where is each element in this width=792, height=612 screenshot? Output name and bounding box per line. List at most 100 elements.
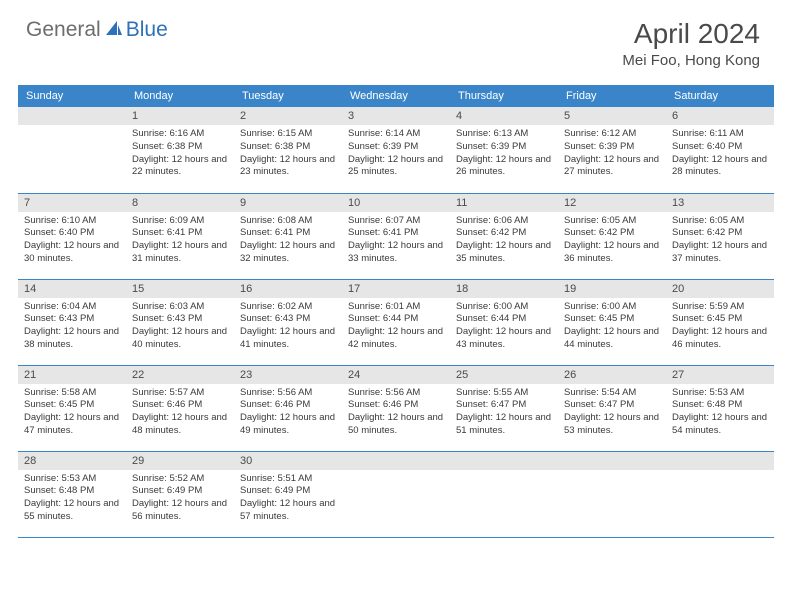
- location-label: Mei Foo, Hong Kong: [622, 52, 760, 69]
- sunrise-line: Sunrise: 6:12 AM: [564, 128, 660, 141]
- day-details: Sunrise: 5:51 AMSunset: 6:49 PMDaylight:…: [234, 470, 342, 528]
- sunset-line: Sunset: 6:48 PM: [24, 485, 120, 498]
- day-number: 12: [558, 194, 666, 212]
- daylight-line: Daylight: 12 hours and 30 minutes.: [24, 240, 120, 266]
- calendar-week-row: 1Sunrise: 6:16 AMSunset: 6:38 PMDaylight…: [18, 107, 774, 193]
- day-details: Sunrise: 5:53 AMSunset: 6:48 PMDaylight:…: [666, 384, 774, 442]
- day-cell: 7Sunrise: 6:10 AMSunset: 6:40 PMDaylight…: [18, 193, 126, 279]
- day-cell: 23Sunrise: 5:56 AMSunset: 6:46 PMDayligh…: [234, 365, 342, 451]
- day-details: Sunrise: 5:56 AMSunset: 6:46 PMDaylight:…: [342, 384, 450, 442]
- sunrise-line: Sunrise: 6:00 AM: [456, 301, 552, 314]
- day-cell-empty: [450, 451, 558, 537]
- day-details: Sunrise: 6:08 AMSunset: 6:41 PMDaylight:…: [234, 212, 342, 270]
- daylight-line: Daylight: 12 hours and 35 minutes.: [456, 240, 552, 266]
- sunset-line: Sunset: 6:44 PM: [456, 313, 552, 326]
- day-details: Sunrise: 6:14 AMSunset: 6:39 PMDaylight:…: [342, 125, 450, 183]
- daylight-line: Daylight: 12 hours and 57 minutes.: [240, 498, 336, 524]
- day-details: Sunrise: 6:09 AMSunset: 6:41 PMDaylight:…: [126, 212, 234, 270]
- sunrise-line: Sunrise: 6:15 AM: [240, 128, 336, 141]
- sunrise-line: Sunrise: 5:52 AM: [132, 473, 228, 486]
- calendar-week-row: 21Sunrise: 5:58 AMSunset: 6:45 PMDayligh…: [18, 365, 774, 451]
- daylight-line: Daylight: 12 hours and 41 minutes.: [240, 326, 336, 352]
- sunset-line: Sunset: 6:46 PM: [132, 399, 228, 412]
- day-number: 5: [558, 107, 666, 125]
- month-title: April 2024: [622, 18, 760, 50]
- sunset-line: Sunset: 6:45 PM: [672, 313, 768, 326]
- daylight-line: Daylight: 12 hours and 44 minutes.: [564, 326, 660, 352]
- day-cell: 14Sunrise: 6:04 AMSunset: 6:43 PMDayligh…: [18, 279, 126, 365]
- sunrise-line: Sunrise: 5:58 AM: [24, 387, 120, 400]
- daylight-line: Daylight: 12 hours and 27 minutes.: [564, 154, 660, 180]
- day-cell: 1Sunrise: 6:16 AMSunset: 6:38 PMDaylight…: [126, 107, 234, 193]
- sunset-line: Sunset: 6:44 PM: [348, 313, 444, 326]
- sunrise-line: Sunrise: 5:51 AM: [240, 473, 336, 486]
- day-cell: 10Sunrise: 6:07 AMSunset: 6:41 PMDayligh…: [342, 193, 450, 279]
- day-number: 6: [666, 107, 774, 125]
- title-block: April 2024 Mei Foo, Hong Kong: [622, 18, 760, 69]
- logo-text-general: General: [26, 18, 101, 42]
- day-cell: 26Sunrise: 5:54 AMSunset: 6:47 PMDayligh…: [558, 365, 666, 451]
- day-number: 17: [342, 280, 450, 298]
- day-details: Sunrise: 5:55 AMSunset: 6:47 PMDaylight:…: [450, 384, 558, 442]
- day-details: Sunrise: 6:00 AMSunset: 6:44 PMDaylight:…: [450, 298, 558, 356]
- sunrise-line: Sunrise: 6:11 AM: [672, 128, 768, 141]
- calendar-week-row: 14Sunrise: 6:04 AMSunset: 6:43 PMDayligh…: [18, 279, 774, 365]
- sunrise-line: Sunrise: 6:06 AM: [456, 215, 552, 228]
- daylight-line: Daylight: 12 hours and 40 minutes.: [132, 326, 228, 352]
- daylight-line: Daylight: 12 hours and 48 minutes.: [132, 412, 228, 438]
- day-details: Sunrise: 6:02 AMSunset: 6:43 PMDaylight:…: [234, 298, 342, 356]
- sunset-line: Sunset: 6:41 PM: [240, 227, 336, 240]
- day-cell: 3Sunrise: 6:14 AMSunset: 6:39 PMDaylight…: [342, 107, 450, 193]
- day-cell: 11Sunrise: 6:06 AMSunset: 6:42 PMDayligh…: [450, 193, 558, 279]
- day-number: 19: [558, 280, 666, 298]
- sunrise-line: Sunrise: 6:04 AM: [24, 301, 120, 314]
- daylight-line: Daylight: 12 hours and 33 minutes.: [348, 240, 444, 266]
- day-cell: 4Sunrise: 6:13 AMSunset: 6:39 PMDaylight…: [450, 107, 558, 193]
- dow-cell: Saturday: [666, 85, 774, 107]
- day-details: Sunrise: 6:12 AMSunset: 6:39 PMDaylight:…: [558, 125, 666, 183]
- day-of-week-row: SundayMondayTuesdayWednesdayThursdayFrid…: [18, 85, 774, 107]
- daylight-line: Daylight: 12 hours and 22 minutes.: [132, 154, 228, 180]
- day-cell: 6Sunrise: 6:11 AMSunset: 6:40 PMDaylight…: [666, 107, 774, 193]
- day-details: Sunrise: 6:15 AMSunset: 6:38 PMDaylight:…: [234, 125, 342, 183]
- sunrise-line: Sunrise: 6:14 AM: [348, 128, 444, 141]
- day-details: Sunrise: 6:05 AMSunset: 6:42 PMDaylight:…: [666, 212, 774, 270]
- day-cell: 29Sunrise: 5:52 AMSunset: 6:49 PMDayligh…: [126, 451, 234, 537]
- sunset-line: Sunset: 6:46 PM: [240, 399, 336, 412]
- day-number: 21: [18, 366, 126, 384]
- sunrise-line: Sunrise: 5:53 AM: [24, 473, 120, 486]
- calendar-body: 1Sunrise: 6:16 AMSunset: 6:38 PMDaylight…: [18, 107, 774, 537]
- sunset-line: Sunset: 6:40 PM: [24, 227, 120, 240]
- sunrise-line: Sunrise: 5:55 AM: [456, 387, 552, 400]
- day-number: 23: [234, 366, 342, 384]
- day-number: 30: [234, 452, 342, 470]
- sunset-line: Sunset: 6:38 PM: [132, 141, 228, 154]
- daylight-line: Daylight: 12 hours and 50 minutes.: [348, 412, 444, 438]
- daylight-line: Daylight: 12 hours and 46 minutes.: [672, 326, 768, 352]
- sunset-line: Sunset: 6:47 PM: [564, 399, 660, 412]
- day-number: 3: [342, 107, 450, 125]
- logo-sail-icon: [105, 20, 123, 41]
- day-number: 7: [18, 194, 126, 212]
- calendar-week-row: 28Sunrise: 5:53 AMSunset: 6:48 PMDayligh…: [18, 451, 774, 537]
- day-cell: 15Sunrise: 6:03 AMSunset: 6:43 PMDayligh…: [126, 279, 234, 365]
- day-number: 18: [450, 280, 558, 298]
- sunrise-line: Sunrise: 5:57 AM: [132, 387, 228, 400]
- sunset-line: Sunset: 6:46 PM: [348, 399, 444, 412]
- daylight-line: Daylight: 12 hours and 36 minutes.: [564, 240, 660, 266]
- sunrise-line: Sunrise: 6:00 AM: [564, 301, 660, 314]
- day-details: Sunrise: 6:04 AMSunset: 6:43 PMDaylight:…: [18, 298, 126, 356]
- sunrise-line: Sunrise: 6:09 AM: [132, 215, 228, 228]
- day-number-empty: [342, 452, 450, 470]
- sunset-line: Sunset: 6:41 PM: [348, 227, 444, 240]
- daylight-line: Daylight: 12 hours and 54 minutes.: [672, 412, 768, 438]
- calendar-table: SundayMondayTuesdayWednesdayThursdayFrid…: [18, 85, 774, 538]
- day-number: 2: [234, 107, 342, 125]
- sunset-line: Sunset: 6:45 PM: [564, 313, 660, 326]
- dow-cell: Tuesday: [234, 85, 342, 107]
- day-cell-empty: [666, 451, 774, 537]
- day-cell: 24Sunrise: 5:56 AMSunset: 6:46 PMDayligh…: [342, 365, 450, 451]
- day-details: Sunrise: 5:56 AMSunset: 6:46 PMDaylight:…: [234, 384, 342, 442]
- day-details: Sunrise: 6:00 AMSunset: 6:45 PMDaylight:…: [558, 298, 666, 356]
- day-number: 25: [450, 366, 558, 384]
